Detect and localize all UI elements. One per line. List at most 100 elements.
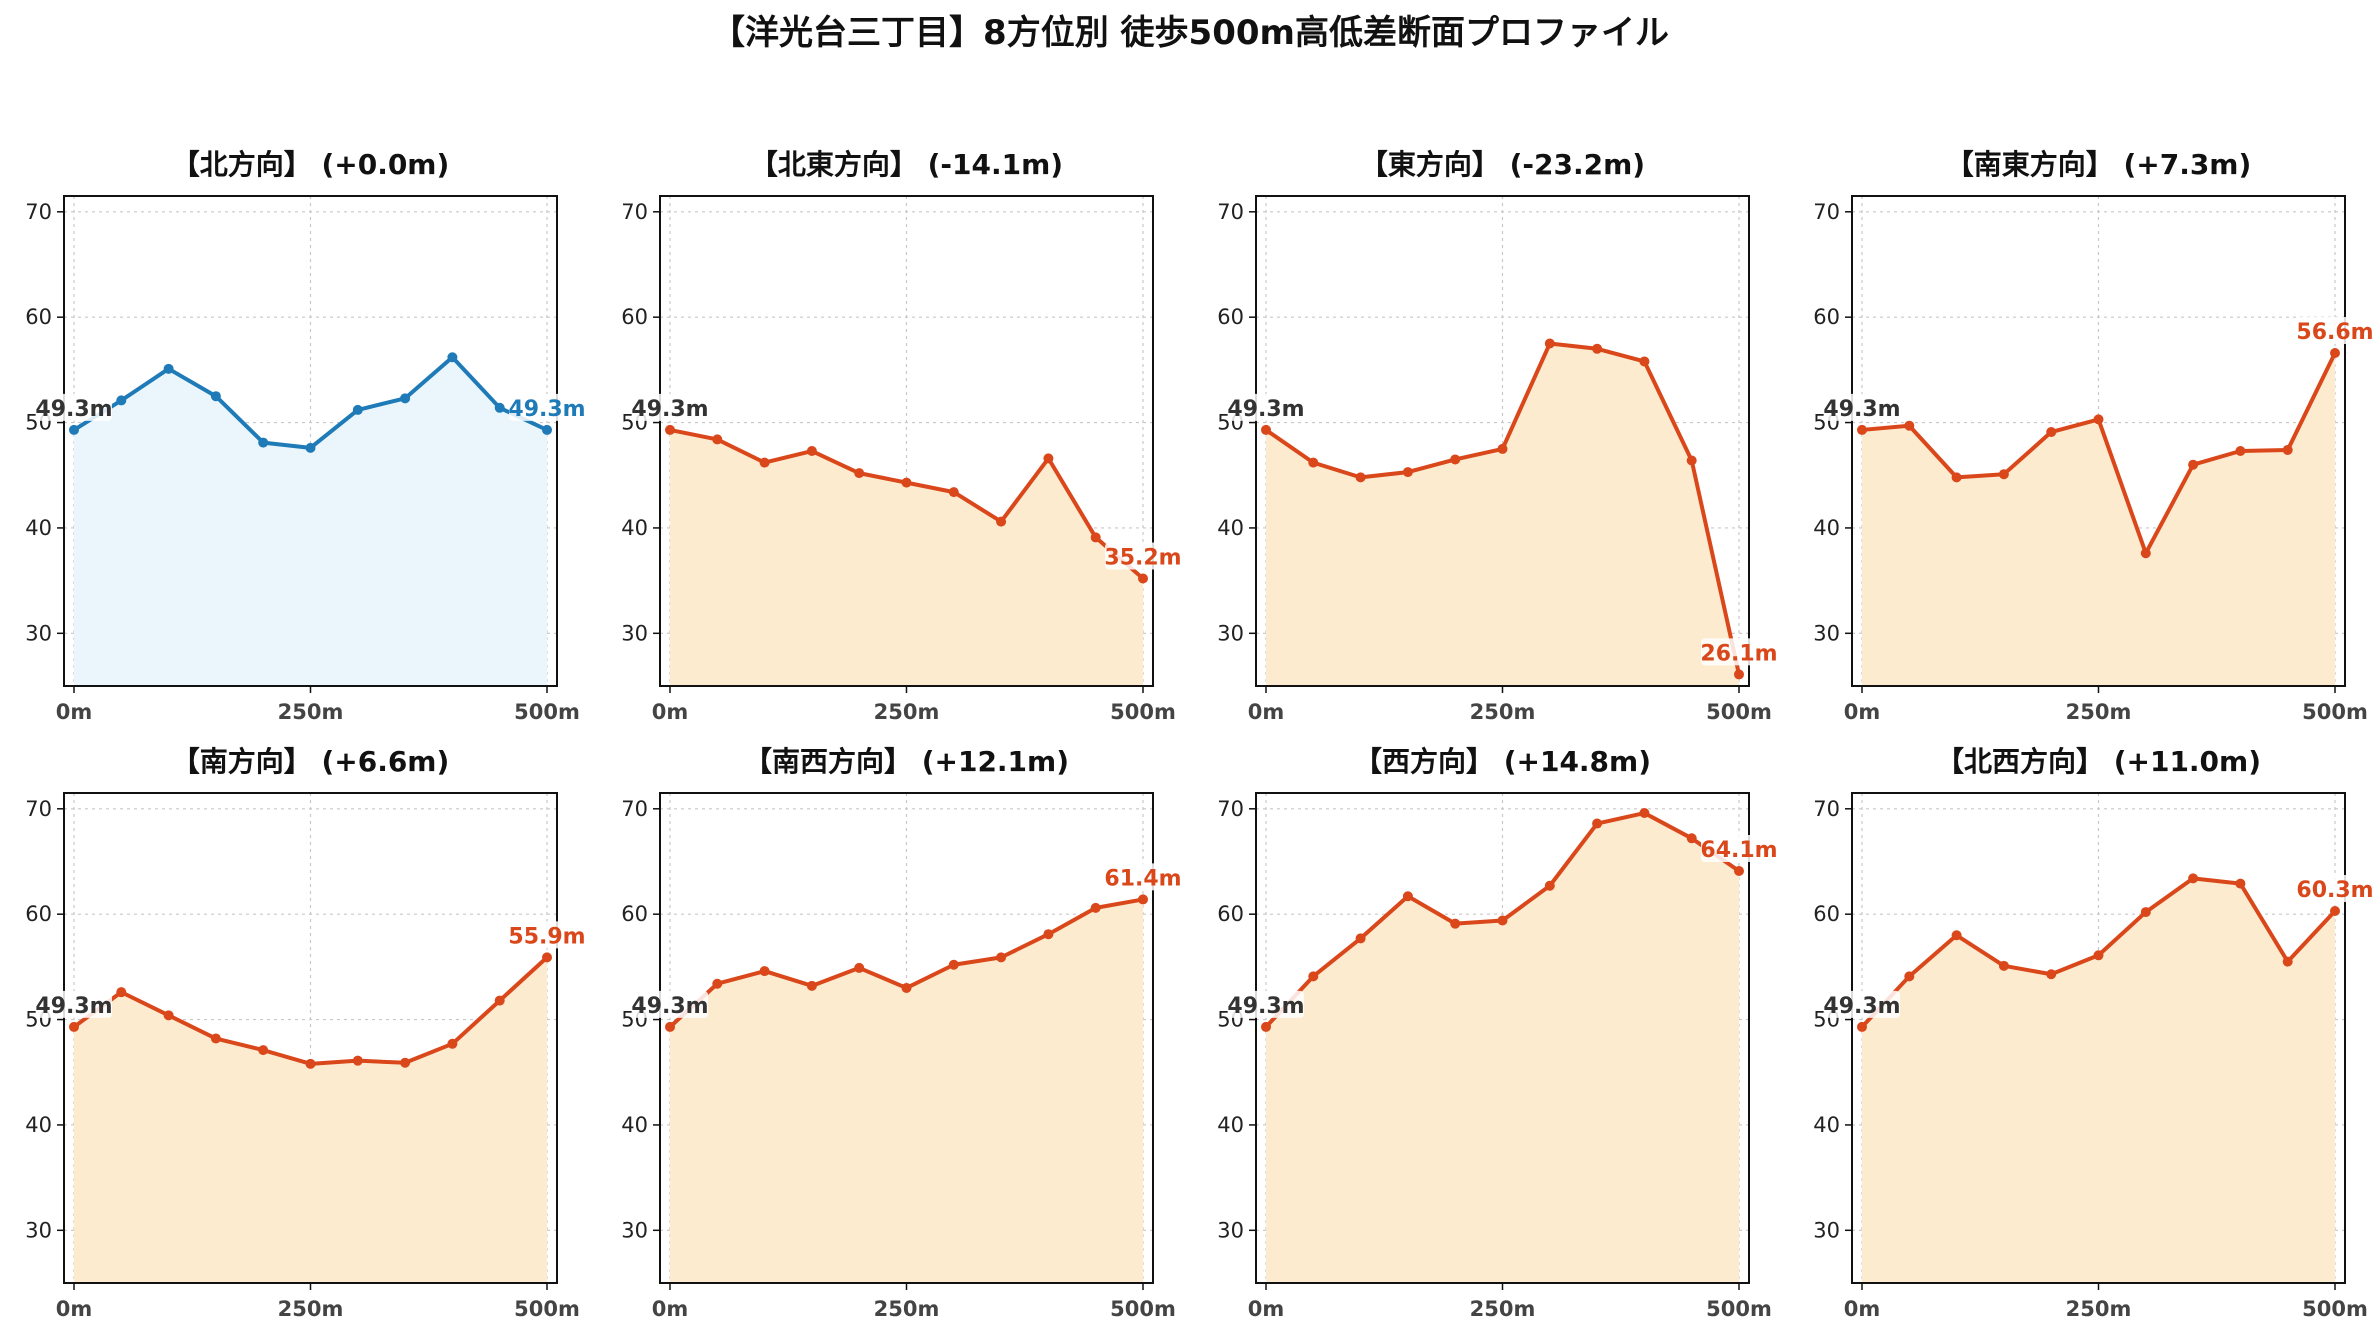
data-point (1402, 467, 1413, 478)
start-elevation-label: 49.3m (631, 994, 708, 1019)
end-elevation-label: 35.2m (1104, 546, 1181, 571)
y-tick-label: 60 (621, 902, 648, 926)
y-tick-label: 60 (1217, 902, 1244, 926)
end-elevation-label: 55.9m (508, 924, 585, 949)
data-point (712, 434, 723, 445)
data-point (1904, 971, 1915, 982)
x-tick-label: 250m (874, 700, 940, 724)
panel-title: 【南方向】 (+6.6m) (172, 745, 450, 778)
data-point (1544, 338, 1555, 349)
data-point (948, 487, 959, 498)
data-point (1951, 472, 1962, 483)
data-point (996, 952, 1007, 963)
y-tick-label: 60 (621, 305, 648, 329)
start-label-bg (632, 990, 708, 1018)
y-tick-label: 70 (1813, 797, 1840, 821)
data-point (1090, 902, 1101, 913)
elevation-area (1862, 878, 2335, 1283)
data-point (854, 468, 865, 479)
data-point (1951, 930, 1962, 941)
data-point (210, 1033, 221, 1044)
start-label-bg (1824, 990, 1900, 1018)
x-tick-label: 0m (1844, 1297, 1881, 1321)
y-tick-label: 30 (621, 1218, 648, 1242)
x-tick-label: 500m (1110, 700, 1176, 724)
data-point (1904, 420, 1915, 431)
y-tick-label: 40 (1813, 1113, 1840, 1137)
data-point (2093, 414, 2104, 425)
start-label-bg (1228, 393, 1304, 421)
start-label-bg (36, 393, 112, 421)
data-point (1497, 443, 1508, 454)
x-tick-label: 500m (1706, 1297, 1772, 1321)
data-point (1138, 573, 1148, 584)
end-label-bg (1105, 863, 1181, 891)
elevation-area (1266, 813, 1739, 1283)
data-point (258, 437, 269, 448)
data-point (2188, 873, 2199, 884)
elevation-area (1862, 353, 2335, 686)
y-tick-label: 70 (1217, 200, 1244, 224)
data-point (1450, 918, 1461, 929)
data-point (258, 1045, 269, 1056)
y-tick-label: 30 (1813, 621, 1840, 645)
figure-title: 【洋光台三丁目】8方位別 徒歩500m高低差断面プロファイル (711, 13, 1669, 53)
y-tick-label: 30 (25, 621, 52, 645)
data-point (2046, 427, 2057, 438)
x-tick-label: 500m (1110, 1297, 1176, 1321)
data-point (447, 352, 458, 363)
data-point (1686, 833, 1697, 844)
data-point (759, 457, 770, 468)
x-tick-label: 250m (278, 700, 344, 724)
data-point (1592, 818, 1603, 829)
data-point (2282, 444, 2293, 455)
data-point (2140, 548, 2151, 559)
data-point (400, 1057, 411, 1068)
y-tick-label: 60 (25, 902, 52, 926)
end-elevation-label: 49.3m (508, 397, 585, 422)
x-tick-label: 250m (1470, 1297, 1536, 1321)
data-point (1734, 865, 1744, 876)
data-point (400, 393, 411, 404)
data-point (447, 1038, 458, 1049)
start-label-bg (1228, 990, 1304, 1018)
data-point (1261, 1021, 1271, 1032)
end-elevation-label: 26.1m (1700, 641, 1777, 666)
y-tick-label: 60 (1813, 902, 1840, 926)
start-label-bg (1824, 393, 1900, 421)
y-tick-label: 40 (1813, 516, 1840, 540)
start-elevation-label: 49.3m (1823, 397, 1900, 422)
data-point (665, 1021, 675, 1032)
data-point (806, 980, 817, 991)
y-tick-label: 60 (1217, 305, 1244, 329)
y-tick-label: 40 (25, 516, 52, 540)
end-label-bg (1105, 542, 1181, 570)
x-tick-label: 0m (652, 1297, 689, 1321)
y-tick-label: 30 (1217, 1218, 1244, 1242)
data-point (1308, 457, 1319, 468)
end-elevation-label: 64.1m (1700, 838, 1777, 863)
data-point (1686, 455, 1697, 466)
x-tick-label: 500m (514, 700, 580, 724)
panel-title: 【南西方向】 (+12.1m) (744, 745, 1069, 778)
data-point (854, 962, 865, 973)
data-point (542, 424, 552, 435)
x-tick-label: 0m (56, 700, 93, 724)
y-tick-label: 40 (621, 1113, 648, 1137)
data-point (2235, 878, 2246, 889)
x-tick-label: 500m (2302, 700, 2368, 724)
x-tick-label: 250m (2066, 700, 2132, 724)
elevation-area (1266, 343, 1739, 686)
data-point (996, 516, 1007, 527)
data-point (1090, 532, 1101, 543)
y-tick-label: 40 (621, 516, 648, 540)
data-point (2235, 446, 2246, 457)
end-label-bg (2297, 875, 2373, 903)
start-label-bg (36, 990, 112, 1018)
y-tick-label: 70 (621, 797, 648, 821)
